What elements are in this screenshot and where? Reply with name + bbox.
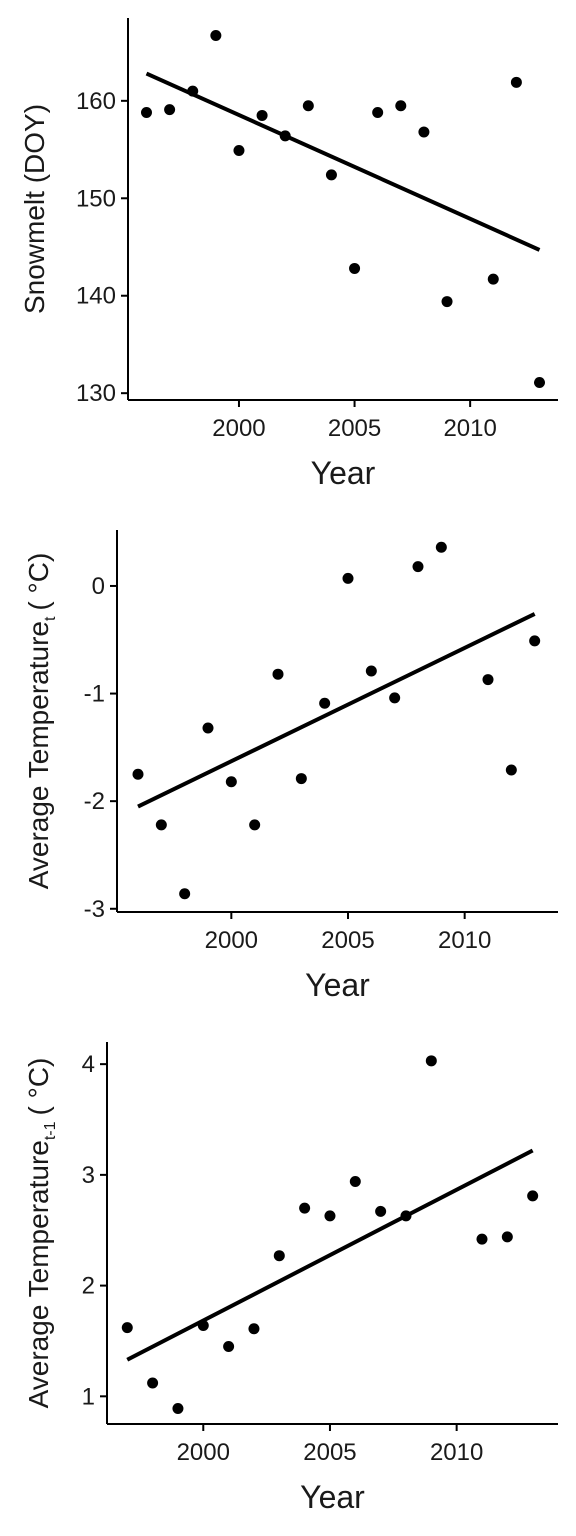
- data-point: [505, 764, 517, 776]
- data-point: [324, 1210, 336, 1222]
- data-point: [425, 1055, 437, 1067]
- y-tick-label: -1: [84, 681, 105, 708]
- data-point: [197, 1319, 209, 1331]
- data-point: [155, 819, 167, 831]
- y-tick-label: 2: [82, 1273, 95, 1300]
- data-point: [172, 1402, 184, 1414]
- temperature-t-1-panel: 1 2 3 4 2000 2005 2010 Year Average Temperaturet…: [23, 1042, 558, 1515]
- y-tick-label: 160: [76, 88, 116, 115]
- y-tick-label: 150: [76, 185, 116, 212]
- y-axis-title: Average Temperaturet ( °C): [23, 553, 59, 890]
- y-axis-title-unit: ( °C): [23, 553, 54, 611]
- y-tick-label: 130: [76, 380, 116, 407]
- data-point: [179, 888, 191, 900]
- y-axis-title-main: Average Temperature: [23, 621, 54, 889]
- x-tick-label: 2005: [303, 1439, 356, 1466]
- x-tick-label: 2000: [212, 415, 265, 442]
- data-point: [319, 697, 331, 709]
- data-point: [132, 768, 144, 780]
- x-tick-label: 2010: [438, 927, 491, 954]
- data-point: [225, 776, 237, 788]
- data-point: [187, 85, 199, 97]
- y-axis-title: Average Temperaturet-1 ( °C): [23, 1058, 59, 1409]
- x-tick-label: 2010: [430, 1439, 483, 1466]
- data-point: [476, 1233, 488, 1245]
- y-axis-title: Snowmelt (DOY): [19, 104, 50, 314]
- data-point: [272, 668, 284, 680]
- x-axis-title: Year: [311, 455, 376, 491]
- data-point: [441, 296, 453, 308]
- y-axis-title-main: Average Temperature: [23, 1140, 54, 1408]
- data-point: [279, 130, 291, 142]
- data-point: [233, 145, 245, 157]
- data-point: [249, 819, 261, 831]
- data-point: [418, 126, 430, 138]
- x-axis-title: Year: [305, 967, 370, 1003]
- data-point: [510, 76, 522, 88]
- x-axis-title: Year: [300, 1479, 365, 1515]
- x-tick-label: 2005: [328, 415, 381, 442]
- data-point: [302, 100, 314, 112]
- trend-line: [126, 1148, 534, 1362]
- y-tick-label: 140: [76, 283, 116, 310]
- data-point: [164, 104, 176, 116]
- y-tick-label: 3: [82, 1162, 95, 1189]
- data-point: [529, 635, 541, 647]
- y-tick-label: 0: [92, 573, 105, 600]
- data-point: [121, 1322, 133, 1334]
- data-point: [365, 665, 377, 677]
- y-axis-title-unit: ( °C): [23, 1058, 54, 1116]
- data-point: [487, 273, 499, 285]
- data-point: [412, 561, 424, 573]
- y-axis-title-subscript: t-1: [42, 1121, 59, 1140]
- data-point: [223, 1340, 235, 1352]
- data-point: [372, 107, 384, 119]
- data-point: [534, 376, 546, 388]
- data-point: [325, 169, 337, 181]
- data-point: [147, 1377, 159, 1389]
- y-tick-label: 1: [82, 1383, 95, 1410]
- y-tick-label: 4: [82, 1051, 95, 1078]
- x-tick-label: 2000: [177, 1439, 230, 1466]
- y-axis-title-subscript: t: [42, 616, 59, 621]
- data-point: [342, 572, 354, 584]
- y-tick-label: -2: [84, 788, 105, 815]
- data-point: [210, 30, 222, 42]
- snowmelt-panel: 130 140 150 160 2000 2005 2010 Year Snowmelt (DO…: [19, 18, 558, 491]
- data-point: [273, 1250, 285, 1262]
- data-point: [299, 1202, 311, 1214]
- data-point: [202, 722, 214, 734]
- temperature-t-panel: -3 -2 -1 0 2000 2005 2010 Year Average Temperatu…: [23, 530, 558, 1003]
- x-tick-label: 2010: [443, 415, 496, 442]
- trend-line: [145, 71, 541, 252]
- data-point: [375, 1205, 387, 1217]
- data-point: [140, 107, 152, 119]
- data-point: [256, 109, 268, 121]
- data-point: [295, 773, 307, 785]
- data-point: [501, 1231, 513, 1243]
- data-point: [248, 1323, 260, 1335]
- data-point: [435, 541, 447, 553]
- data-point: [482, 674, 494, 686]
- data-point: [349, 1176, 361, 1188]
- data-point: [349, 262, 361, 274]
- x-tick-label: 2000: [205, 927, 258, 954]
- data-point: [395, 100, 407, 112]
- data-point: [527, 1190, 539, 1202]
- data-point: [400, 1210, 412, 1222]
- trend-line: [137, 612, 536, 809]
- data-point: [389, 692, 401, 704]
- x-tick-label: 2005: [321, 927, 374, 954]
- y-tick-label: -3: [84, 896, 105, 923]
